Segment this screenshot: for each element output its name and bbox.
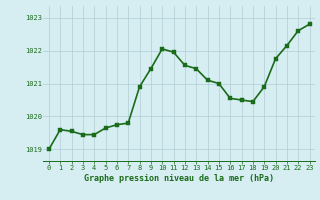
X-axis label: Graphe pression niveau de la mer (hPa): Graphe pression niveau de la mer (hPa): [84, 174, 274, 183]
